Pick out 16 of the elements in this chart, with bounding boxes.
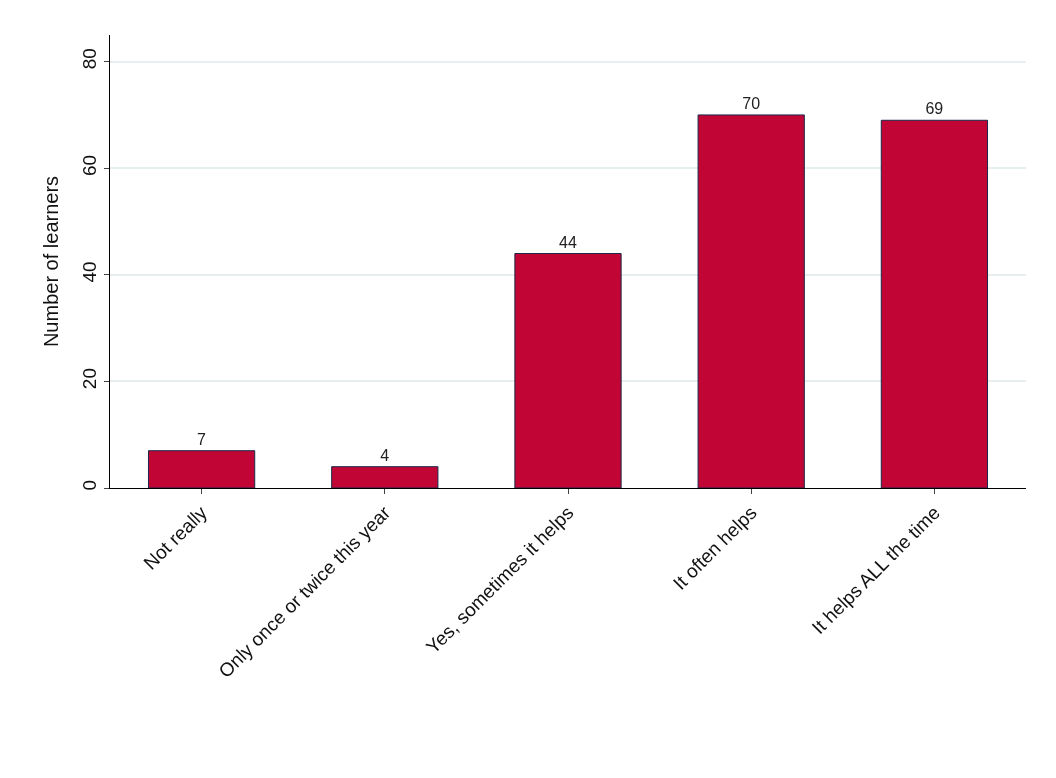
data-label: 4	[380, 446, 390, 464]
data-label: 70	[742, 94, 761, 112]
y-tick-label: 0	[79, 479, 101, 491]
y-tick-label: 40	[79, 261, 101, 283]
bar	[331, 466, 439, 488]
y-tick-label: 20	[79, 367, 101, 390]
y-tick-label: 60	[79, 154, 101, 176]
data-label: 7	[197, 430, 207, 448]
data-label: 44	[559, 233, 577, 251]
bar	[697, 114, 805, 488]
y-axis-title: Number of learners	[39, 175, 62, 348]
bar	[514, 253, 622, 488]
bar	[147, 450, 256, 488]
data-label: 69	[925, 100, 944, 118]
bar	[880, 119, 989, 488]
y-tick-label: 80	[79, 48, 101, 70]
